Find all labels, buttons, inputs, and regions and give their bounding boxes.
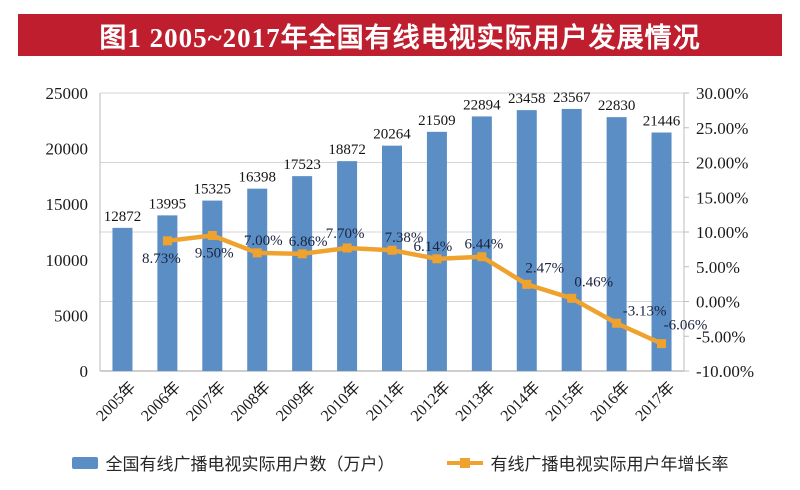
line-marker-2015年 (567, 293, 577, 303)
x-axis-label: 2009年 (272, 378, 319, 425)
bar-2007年 (202, 200, 223, 371)
line-marker-2014年 (522, 279, 532, 289)
bar-value-label: 16398 (238, 170, 276, 186)
bar-2011年 (382, 145, 402, 371)
bar-value-label: 22830 (598, 98, 636, 114)
line-marker-2013年 (477, 252, 487, 262)
bar-value-label: 23567 (553, 90, 591, 106)
line-marker-2007年 (207, 230, 217, 240)
right-axis-tick-label: 30.00% (696, 84, 748, 103)
bar-value-label: 17523 (283, 157, 321, 173)
x-axis-label: 2014年 (497, 378, 544, 425)
chart-legend: 全国有线广播电视实际用户数（万户） 有线广播电视实际用户年增长率 (0, 450, 800, 475)
line-marker-2009年 (297, 249, 307, 259)
chart-title-banner: 图1 2005~2017年全国有线电视实际用户发展情况 (18, 14, 782, 56)
line-marker-2006年 (162, 236, 172, 246)
legend-item-growth-rate: 有线广播电视实际用户年增长率 (446, 450, 729, 475)
growth-rate-label: -6.06% (664, 318, 708, 334)
x-axis-label: 2015年 (542, 378, 589, 425)
x-axis-label: 2012年 (407, 378, 454, 425)
bar-value-label: 13995 (149, 196, 187, 212)
growth-rate-label: 6.14% (414, 239, 453, 255)
bar-2015年 (561, 108, 582, 371)
bar-2010年 (337, 161, 358, 371)
bar-2013年 (471, 116, 492, 371)
growth-rate-label: -3.13% (623, 303, 667, 319)
right-axis-tick-label: 5.00% (696, 258, 740, 277)
growth-rate-label: 9.50% (195, 245, 234, 261)
bar-2008年 (247, 188, 268, 371)
growth-rate-label: 6.44% (464, 237, 503, 253)
legend-label-subscribers: 全国有线广播电视实际用户数（万户） (105, 455, 395, 474)
x-axis-label: 2007年 (182, 378, 229, 425)
growth-rate-label: 0.46% (574, 274, 613, 290)
bar-value-label: 15325 (194, 182, 232, 198)
x-axis-label: 2006年 (138, 378, 185, 425)
left-axis-tick-label: 15000 (46, 195, 89, 214)
line-marker-2008年 (252, 248, 262, 258)
line-marker-2017年 (657, 339, 667, 349)
right-axis-tick-label: 15.00% (696, 188, 748, 207)
left-axis-tick-label: 10000 (46, 251, 89, 270)
right-axis-tick-label: -5.00% (696, 327, 746, 346)
bar-2005年 (112, 227, 133, 371)
growth-rate-label: 2.47% (525, 260, 564, 276)
chart-title: 图1 2005~2017年全国有线电视实际用户发展情况 (99, 22, 701, 53)
bar-value-label: 12872 (104, 209, 142, 225)
growth-rate-label: 6.86% (289, 234, 328, 250)
bar-value-label: 22894 (463, 97, 501, 113)
bar-value-label: 20264 (373, 127, 411, 143)
growth-rate-label: 7.38% (385, 230, 424, 246)
x-axis-label: 2005年 (93, 378, 140, 425)
x-axis-label: 2016年 (587, 378, 634, 425)
growth-rate-line (167, 233, 663, 346)
line-marker-2016年 (612, 318, 622, 328)
right-axis-tick-label: 25.00% (696, 119, 748, 138)
bar-value-label: 18872 (328, 142, 366, 158)
growth-rate-label: 7.70% (326, 226, 365, 242)
bar-value-label: 23458 (508, 91, 546, 107)
line-marker-2010年 (342, 243, 352, 253)
x-axis-label: 2013年 (452, 378, 499, 425)
bar-value-label: 21509 (418, 113, 456, 129)
x-axis-label: 2011年 (363, 378, 409, 424)
bar-2017年 (651, 132, 672, 371)
left-axis-tick-label: 20000 (46, 140, 89, 159)
growth-rate-label: 7.00% (244, 233, 283, 249)
line-marker-2011年 (387, 245, 397, 255)
bar-2012年 (426, 131, 447, 371)
bar-2006年 (157, 215, 178, 371)
right-axis-tick-label: 10.00% (696, 223, 748, 242)
left-axis-tick-label: 0 (80, 362, 89, 381)
left-axis-tick-label: 5000 (54, 306, 88, 325)
legend-item-subscribers: 全国有线广播电视实际用户数（万户） (71, 450, 395, 475)
x-axis-label: 2017年 (632, 378, 679, 425)
x-axis-label: 2010年 (317, 378, 364, 425)
x-axis-label: 2008年 (227, 378, 274, 425)
line-marker-2012年 (432, 254, 442, 264)
bar-2016年 (606, 117, 627, 371)
growth-rate-label: 8.73% (142, 251, 181, 267)
bar-value-label: 21446 (643, 114, 681, 130)
legend-label-growth-rate: 有线广播电视实际用户年增长率 (490, 455, 729, 474)
right-axis-tick-label: 0.00% (696, 293, 740, 312)
bar-2009年 (292, 176, 313, 371)
line-series-marker-icon (446, 457, 483, 469)
right-axis-tick-label: 20.00% (696, 154, 748, 173)
bar-2014年 (516, 110, 537, 372)
bar-series-swatch-icon (71, 456, 98, 469)
left-axis-tick-label: 25000 (46, 84, 89, 103)
right-axis-tick-label: -10.00% (696, 362, 754, 381)
